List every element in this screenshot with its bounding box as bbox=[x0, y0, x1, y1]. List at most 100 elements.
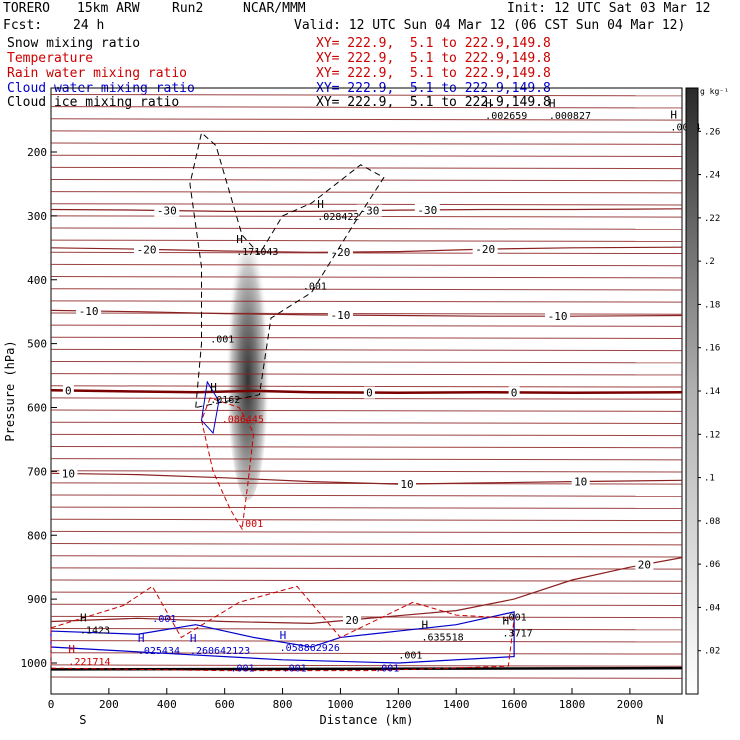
extremum-value: .221714 bbox=[68, 657, 110, 668]
theta-contour-line bbox=[50, 106, 683, 109]
theta-contour-line bbox=[50, 628, 683, 631]
model-name: TORERO bbox=[3, 1, 50, 16]
extremum-value: .001 bbox=[375, 663, 399, 674]
y-tick-label: 400 bbox=[27, 274, 47, 287]
extremum-value: .1423 bbox=[80, 626, 110, 637]
theta-contour-line bbox=[50, 615, 683, 619]
colorbar-unit: g kg⁻¹ bbox=[700, 87, 729, 96]
contour-label-bg bbox=[508, 386, 520, 399]
theta-contour-line bbox=[50, 361, 683, 364]
extremum-value: .086445 bbox=[222, 414, 264, 425]
south-label: S bbox=[79, 713, 86, 727]
valid-time: Valid: 12 UTC Sun 04 Mar 12 (06 CST Sun … bbox=[294, 18, 686, 33]
theta-contour-line bbox=[50, 409, 683, 412]
theta-contour-line bbox=[50, 506, 683, 509]
theta-contour-line bbox=[50, 567, 683, 570]
theta-contour-line bbox=[50, 543, 683, 546]
extremum-marker: H bbox=[138, 632, 145, 645]
extremum-value: .0004 bbox=[670, 122, 700, 133]
forecast-hour: 24 h bbox=[73, 18, 105, 33]
x-tick-label: 400 bbox=[157, 698, 177, 711]
contour-label: -30 bbox=[157, 205, 177, 218]
x-tick-label: 1200 bbox=[385, 698, 412, 711]
colorbar bbox=[685, 87, 699, 695]
extremum-value: .001 bbox=[503, 612, 527, 623]
extremum-value: .002659 bbox=[485, 111, 527, 122]
north-label: N bbox=[656, 713, 663, 727]
contour-label: -20 bbox=[331, 246, 351, 259]
contour-label: 10 bbox=[400, 478, 413, 491]
header: TORERO 15km ARW Run2 NCAR/MMM Init: 12 U… bbox=[0, 0, 740, 120]
contour-label: 0 bbox=[511, 386, 518, 399]
contour-label-bg bbox=[363, 386, 375, 399]
organization: NCAR/MMM bbox=[243, 1, 306, 16]
theta-contour-line bbox=[50, 348, 683, 352]
contour-label: 20 bbox=[345, 614, 358, 627]
y-tick-label: 1000 bbox=[21, 657, 48, 670]
contour-label: -30 bbox=[359, 205, 379, 218]
extremum-value: .000827 bbox=[549, 111, 591, 122]
field-xy: XY= 222.9, 5.1 to 222.9,149.8 bbox=[316, 66, 551, 81]
y-tick-label: 200 bbox=[27, 146, 47, 159]
contour-label-bg bbox=[59, 467, 78, 480]
extremum-value: .025434 bbox=[138, 646, 180, 657]
theta-contour-line bbox=[50, 676, 683, 679]
forecast-label: Fcst: bbox=[3, 18, 43, 33]
y-tick-label: 800 bbox=[27, 529, 47, 542]
extremum-marker: H bbox=[236, 233, 243, 246]
contour-label-bg bbox=[356, 204, 382, 217]
temperature-contour bbox=[50, 208, 683, 212]
extremum-value: .260642123 bbox=[190, 646, 250, 657]
colorbar-tick-label: .24 bbox=[704, 171, 720, 181]
colorbar-tick-label: .26 bbox=[704, 127, 720, 137]
field-name: Snow mixing ratio bbox=[7, 36, 141, 51]
cloud-water-contour bbox=[200, 380, 220, 435]
contour-label-bg bbox=[635, 558, 654, 571]
theta-contour-line bbox=[50, 421, 683, 424]
contour-label-bg bbox=[76, 304, 102, 317]
extremum-value: .001 bbox=[239, 519, 263, 530]
theta-contour-line bbox=[50, 579, 683, 582]
theta-contour-line bbox=[50, 130, 683, 133]
run-name: Run2 bbox=[172, 1, 204, 16]
temperature-contour bbox=[50, 389, 683, 395]
contour-label-bg bbox=[398, 478, 417, 491]
contour-label: 20 bbox=[638, 559, 651, 572]
contour-label-bg bbox=[327, 309, 353, 322]
field-xy: XY= 222.9, 5.1 to 222.9,149.8 bbox=[316, 51, 551, 66]
x-tick-label: 1800 bbox=[559, 698, 586, 711]
extremum-value: .028422 bbox=[317, 212, 359, 223]
temperature-contour bbox=[50, 472, 683, 485]
extremum-marker: H bbox=[80, 612, 87, 625]
extremum-marker: H bbox=[670, 108, 677, 121]
theta-contour-line bbox=[50, 94, 683, 97]
cloud-water-contour bbox=[50, 611, 515, 664]
colorbar-tick-label: .08 bbox=[704, 517, 720, 527]
theta-contour-line bbox=[50, 300, 683, 303]
init-time: Init: 12 UTC Sat 03 Mar 12 bbox=[507, 1, 711, 16]
colorbar-tick-label: .1 bbox=[704, 474, 715, 484]
contour-label-bg bbox=[343, 613, 362, 626]
extremum-marker: H bbox=[68, 643, 75, 656]
x-tick-label: 200 bbox=[99, 698, 119, 711]
theta-contour-line bbox=[50, 494, 683, 497]
snow-ratio-contour bbox=[189, 131, 385, 409]
colorbar-tick-label: .06 bbox=[704, 560, 720, 570]
field-xy: XY= 222.9, 5.1 to 222.9,149.8 bbox=[316, 95, 551, 110]
theta-contour-line bbox=[50, 555, 683, 558]
contour-label: -30 bbox=[417, 204, 437, 217]
extremum-value: .171043 bbox=[236, 247, 278, 258]
extremum-marker: H bbox=[317, 198, 324, 211]
surface-line bbox=[50, 666, 683, 671]
colorbar-tick-label: .04 bbox=[704, 603, 720, 613]
contour-label: 10 bbox=[62, 468, 75, 481]
x-tick-label: 2000 bbox=[617, 698, 644, 711]
extremum-marker: H bbox=[210, 381, 217, 394]
extremum-value: .058862926 bbox=[280, 643, 340, 654]
contour-label-bg bbox=[134, 243, 160, 256]
contour-label: -10 bbox=[79, 305, 99, 318]
theta-contour-line bbox=[50, 263, 683, 267]
contour-label: 10 bbox=[574, 475, 587, 488]
theta-contour-line bbox=[50, 445, 683, 449]
